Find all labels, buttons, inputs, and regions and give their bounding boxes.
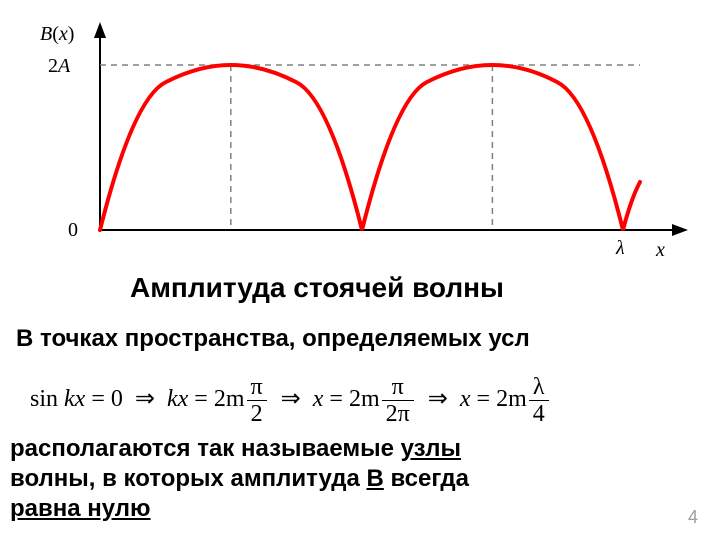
body2-always: всегда (384, 465, 469, 492)
formula-x-2: x (460, 386, 471, 412)
x-axis-label: x (655, 239, 665, 261)
formula-eq2: = (323, 386, 349, 412)
formula-arrow-2: ⇒ (275, 386, 307, 412)
body2-nodes-word: узлы (401, 435, 461, 462)
body2-part1: располагаются так называемые (10, 435, 401, 462)
ytick-2A: 2A (48, 55, 71, 77)
formula-x-1: x (313, 386, 324, 412)
frac-pi-2pi: π2π (382, 375, 414, 426)
frac-lambda-4: λ4 (529, 375, 549, 426)
formula-eq0: = 0 (85, 386, 123, 412)
x-axis-arrow (672, 224, 688, 236)
formula-2m-3: 2m (496, 386, 527, 412)
frac-pi-2: π2 (247, 375, 267, 426)
wave-curve (100, 65, 640, 230)
formula: sin kx = 0 ⇒ kx = 2mπ2 ⇒ x = 2mπ2π ⇒ x =… (30, 375, 710, 426)
chart-svg: B(x) 2A 0 λ x (20, 10, 700, 280)
formula-eq1: = (188, 386, 214, 412)
slide: { "chart": { "type": "line", "y_axis_lab… (0, 0, 720, 540)
slide-title: Амплитуда стоячей волны (130, 272, 504, 304)
body2-B: B (366, 465, 383, 492)
page-number: 4 (688, 507, 698, 528)
formula-eq3: = (471, 386, 497, 412)
formula-arrow-3: ⇒ (422, 386, 454, 412)
formula-arrow-1: ⇒ (129, 386, 161, 412)
formula-kx: kx (58, 386, 85, 412)
standing-wave-chart: B(x) 2A 0 λ x (20, 10, 700, 280)
formula-kx2: kx (167, 386, 188, 412)
body-text-2: располагаются так называемые узлы волны,… (10, 434, 710, 524)
formula-2m-2: 2m (349, 386, 380, 412)
y-axis-arrow (94, 22, 106, 38)
formula-2m-1: 2m (214, 386, 245, 412)
body2-zero: равна нулю (10, 495, 151, 522)
body2-part2: волны, в которых амплитуда (10, 465, 366, 492)
ytick-0: 0 (68, 219, 78, 241)
body-text-1: В точках пространства, определяемых усл (16, 325, 716, 353)
formula-sin: sin (30, 386, 58, 412)
xtick-lambda: λ (615, 237, 625, 259)
y-axis-label: B(x) (40, 23, 74, 45)
